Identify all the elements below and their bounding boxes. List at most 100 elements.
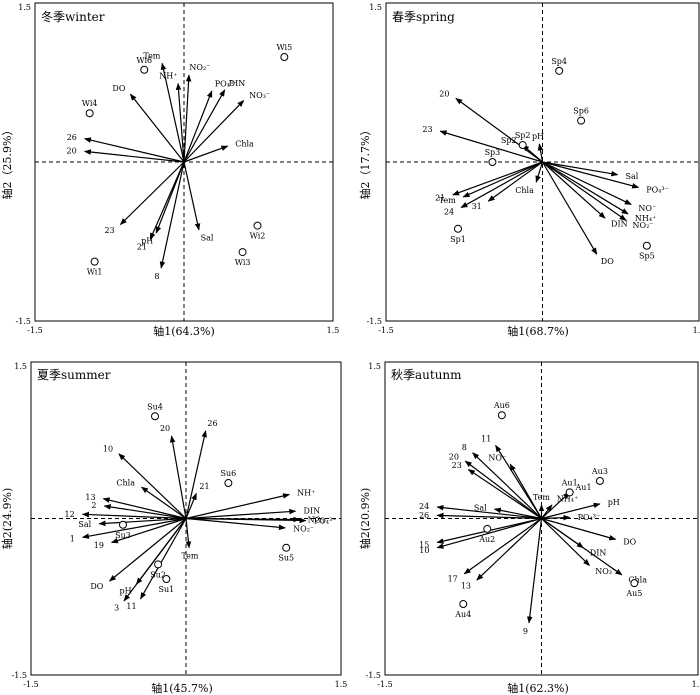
vector-19 [110,517,187,544]
vector-ph [537,143,544,163]
vector-13 [476,518,542,581]
vector-tem [185,518,192,549]
vector-12 [81,511,187,520]
vector-label: NH⁺ [159,72,177,81]
panel-title: 冬季winter [41,9,105,24]
vector-label: 12 [64,510,74,519]
sample-label: Au3 [591,467,608,476]
vector-26 [436,512,542,520]
vector-label: DO [601,257,614,266]
vector-label: 13 [461,582,471,591]
y-tick-label: 1.5 [14,362,27,371]
sample-label: Sp3 [485,148,501,157]
vector-label: DIN [590,548,607,557]
x-tick-label: 1.5 [693,326,700,335]
vector-9 [526,518,543,624]
sample-point-au4 [459,600,468,609]
x-tick-label: -1.5 [23,680,38,689]
sample-label: Sp4 [551,57,567,66]
vector-21 [452,161,543,196]
x-tick-label: -1.5 [377,680,392,689]
vector-label: NO₂⁻ [633,221,654,230]
vector-sal [542,161,619,177]
vector-label: NO₂⁻ [293,525,314,534]
vector-label: 15 [419,540,429,549]
vector-label: 11 [126,602,136,611]
sample-point-wi5 [280,53,289,62]
sample-point-su4 [151,412,159,421]
sample-point-au1 [565,488,574,497]
vector-no [542,161,632,205]
y-tick-label: -1.5 [16,317,31,326]
vector-label: Tem [439,196,456,205]
vector-label: 8 [462,443,467,452]
vector-po [541,514,571,521]
vector-label: 20 [449,452,459,461]
sample-label: Au4 [454,610,471,619]
vector-label: Sp2 [501,136,517,145]
panel-title: 秋季autunm [391,368,462,382]
x-tick-label: -1.5 [27,326,42,335]
vector-label: PO₄³⁻ [646,185,669,194]
vector-label: pH [608,498,620,507]
vector-label: 10 [103,444,113,453]
vector-label: 23 [422,125,432,134]
vector-26 [83,137,185,163]
vector-label: 21 [137,243,147,252]
vector-label: 17 [448,574,458,583]
sample-label: Sp1 [450,235,466,244]
sample-point-sp5 [642,241,651,250]
sample-label: Su2 [150,570,166,579]
vector-label: 23 [452,461,462,470]
sample-label: Su4 [147,402,163,411]
vector-label: NH₄⁺ [635,214,656,223]
sample-point-su1 [162,575,171,584]
sample-label: Au1 [561,478,578,487]
sample-point-su3 [118,520,127,529]
vector-chla [541,518,623,576]
sample-label: Sp6 [573,107,589,116]
y-tick-label: -1.5 [366,671,381,680]
vector-label: DO [623,538,636,547]
sample-point-su6 [224,479,233,488]
y-tick-label: 1.5 [368,362,381,371]
vector-20 [169,435,187,519]
y-axis-label: 轴2（25.9%） [0,125,14,200]
panel-autumn: 秋季autunm -1.5 1.5 1.5 -1.5 轴1(62.3%) 轴2(20.9%)… [358,361,700,695]
panel-spring: 春季spring -1.5 1.5 1.5 -1.5 轴1(68.7%) 轴2（17.7%）… [358,2,700,338]
sample-point-wi1 [90,257,99,266]
sample-point-su5 [282,543,291,552]
y-tick-label: -1.5 [367,317,382,326]
sample-label: Sp5 [639,252,655,261]
vector-3 [123,518,187,602]
sample-point-sp4 [555,66,564,75]
vector-nh [175,82,185,163]
vector-ph [541,502,601,520]
vector-din [185,508,297,520]
vector-label: 8 [154,272,159,281]
vector-23 [119,161,185,226]
sample-label: Su1 [158,585,174,594]
vector-label: NO₃⁻ [308,516,329,525]
vector-label: NH₄⁺ [557,495,578,504]
sample-label: Su5 [278,554,294,563]
vector-label: NO₃⁻ [249,91,270,100]
vector-tem [160,62,185,163]
vector-label: 19 [94,541,104,550]
vector-label: Chla [235,139,254,148]
vector-au1 [541,491,571,519]
x-tick-label: -1.5 [378,326,393,335]
vector-23 [467,468,542,519]
sample-point-sp2 [518,141,527,150]
x-tick-label: 1.5 [335,680,348,689]
vector-label: Sal [78,520,91,529]
vector-26 [185,430,207,519]
sample-point-sp6 [577,116,586,125]
vector-sal [183,161,201,231]
vector-20 [83,149,185,163]
vector-label: 9 [523,627,528,636]
vector-ph [155,161,185,234]
vector-20 [455,97,543,163]
x-tick-label: 1.5 [692,680,700,689]
x-axis-label: 轴1(64.3%) [153,324,215,338]
